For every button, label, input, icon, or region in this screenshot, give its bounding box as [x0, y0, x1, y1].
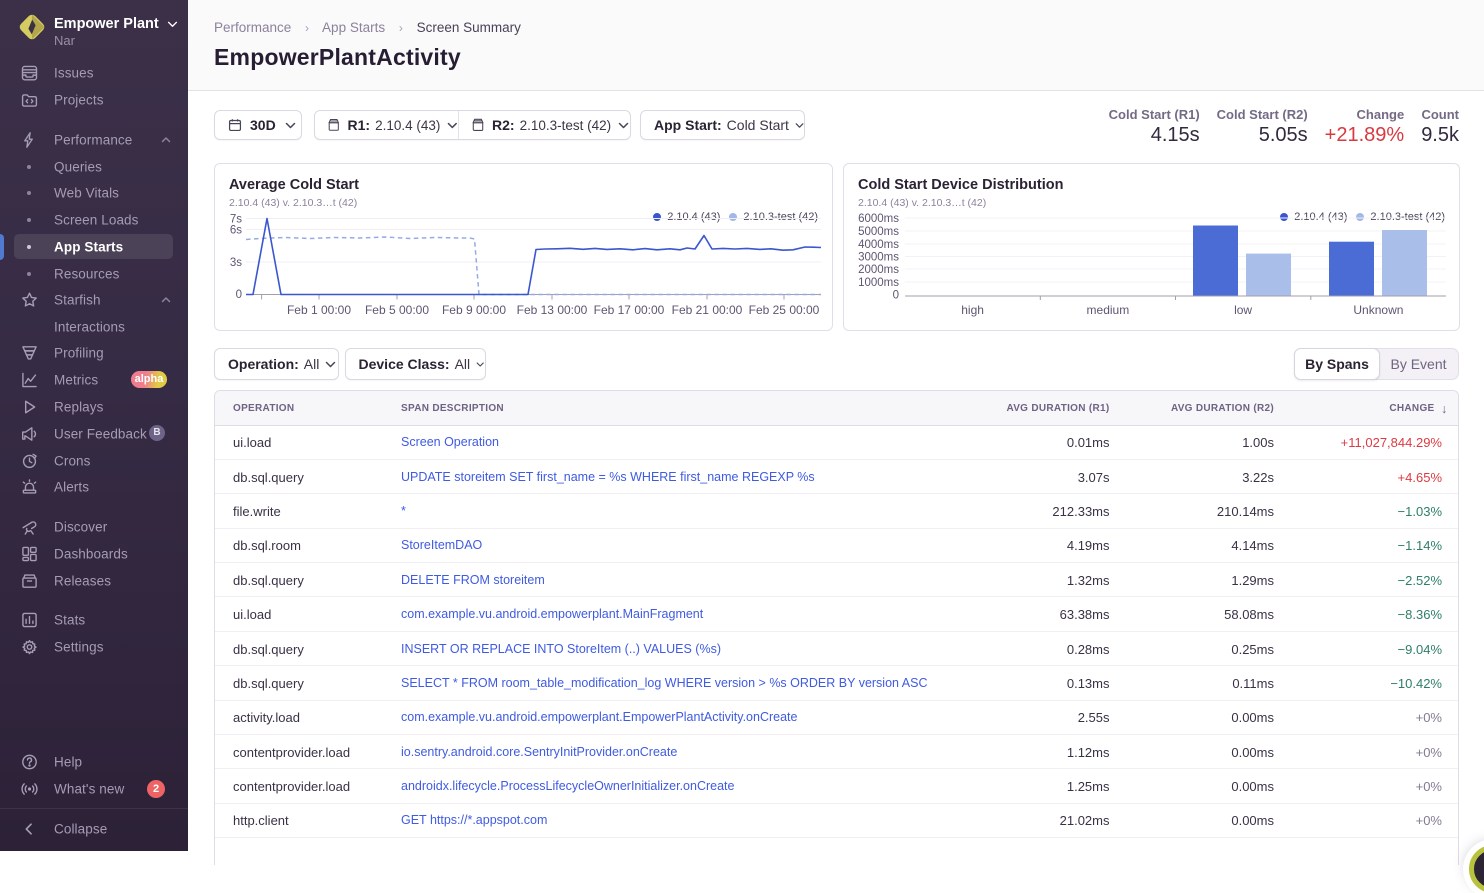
svg-text:0: 0 [236, 289, 242, 301]
svg-text:2000ms: 2000ms [858, 264, 899, 276]
svg-text:4000ms: 4000ms [858, 239, 899, 251]
svg-text:Feb 25 00:00: Feb 25 00:00 [749, 303, 820, 317]
svg-text:low: low [1234, 303, 1252, 317]
svg-text:high: high [961, 303, 984, 317]
svg-text:7s: 7s [230, 214, 242, 226]
svg-text:Feb 13 00:00: Feb 13 00:00 [517, 303, 588, 317]
svg-text:3s: 3s [230, 257, 242, 269]
svg-text:Feb 21 00:00: Feb 21 00:00 [672, 303, 743, 317]
svg-text:Feb 5 00:00: Feb 5 00:00 [365, 303, 429, 317]
svg-text:3000ms: 3000ms [858, 252, 899, 264]
svg-text:0: 0 [893, 290, 899, 302]
svg-text:1000ms: 1000ms [858, 277, 899, 289]
svg-text:medium: medium [1087, 303, 1130, 317]
svg-text:Unknown: Unknown [1353, 303, 1403, 317]
svg-text:6s: 6s [230, 225, 242, 237]
svg-text:Feb 17 00:00: Feb 17 00:00 [594, 303, 665, 317]
svg-text:Feb 1 00:00: Feb 1 00:00 [287, 303, 351, 317]
svg-text:6000ms: 6000ms [858, 213, 899, 225]
svg-text:5000ms: 5000ms [858, 226, 899, 238]
svg-text:Feb 9 00:00: Feb 9 00:00 [442, 303, 506, 317]
